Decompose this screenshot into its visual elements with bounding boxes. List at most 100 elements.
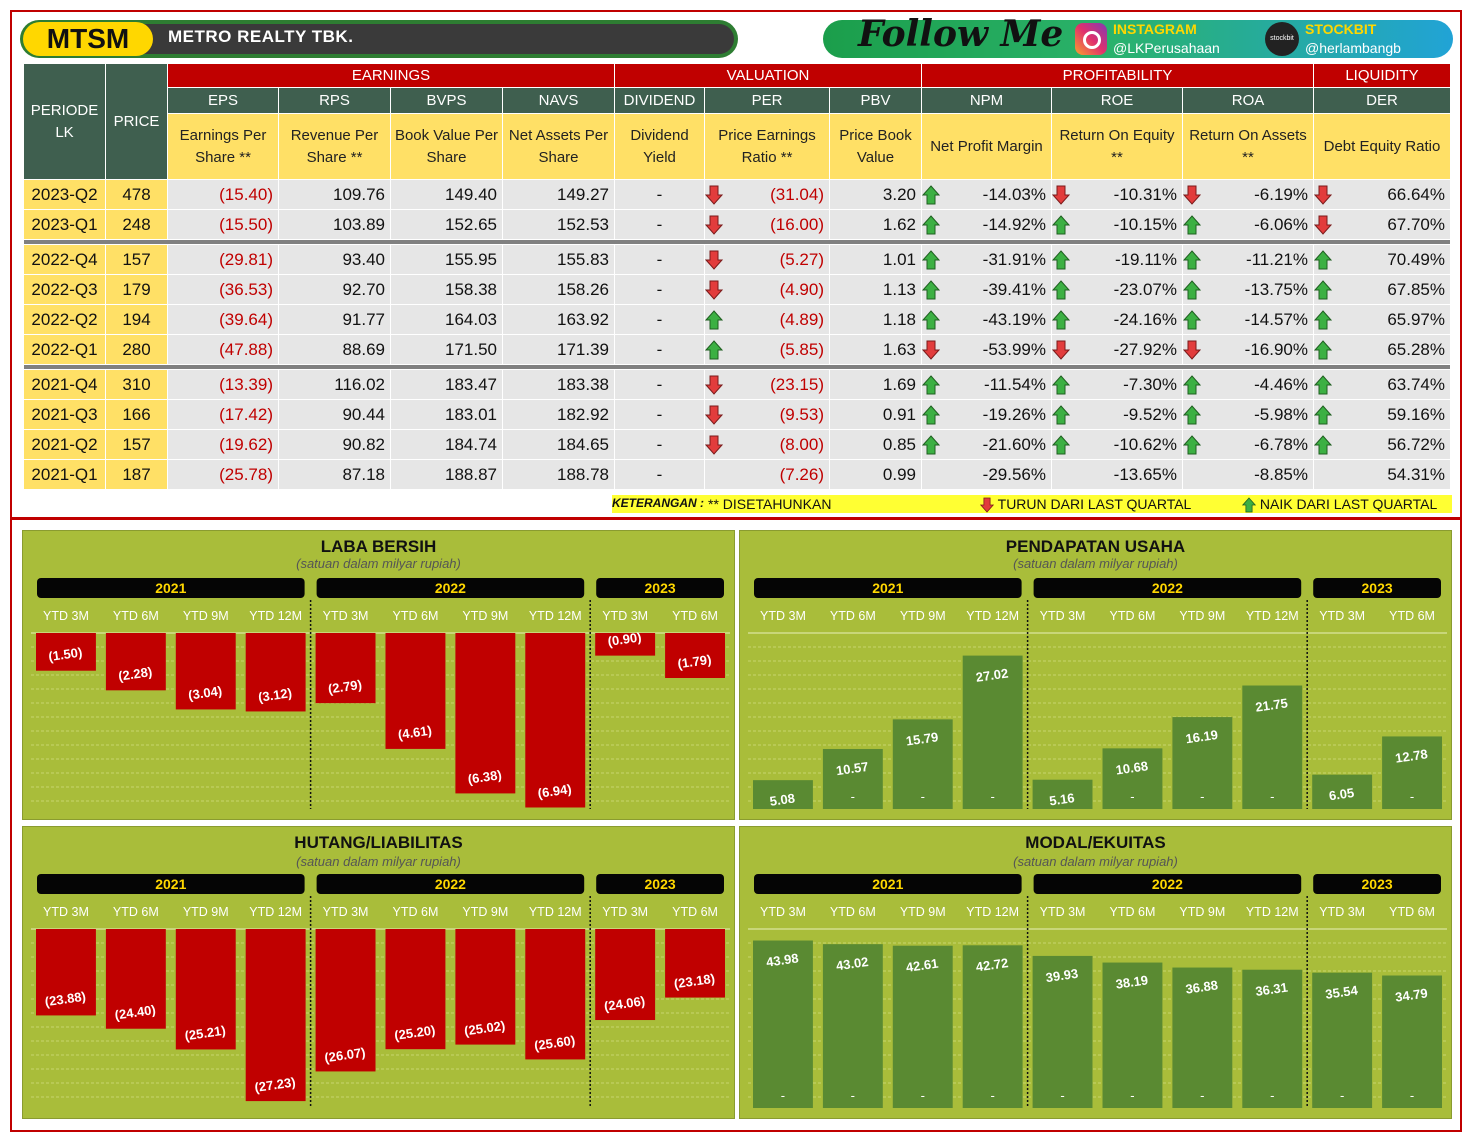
data-label: 5.08 (769, 791, 796, 809)
cell-value: -14.03% (982, 184, 1046, 204)
year-pill (37, 874, 305, 894)
stockbit-handle[interactable]: @herlambangb (1305, 40, 1401, 56)
instagram-icon[interactable] (1075, 23, 1107, 55)
cell-npm: -29.56% (921, 459, 1052, 490)
cell-rps: 91.77 (278, 304, 391, 335)
data-label: 16.19 (1185, 727, 1219, 746)
cell-per: (5.27) (704, 244, 830, 275)
bar (892, 719, 953, 809)
bar (105, 929, 166, 1029)
cell-rps: 93.40 (278, 244, 391, 275)
bottom-label: - (781, 1088, 785, 1103)
category-label: YTD 6M (1110, 905, 1156, 919)
cell-npm: -39.41% (921, 274, 1052, 305)
legend-up: NAIK DARI LAST QUARTAL (1242, 496, 1437, 513)
chart-svg: 2021 2022 2023 YTD 3M YTD 6M YTD 9M YTD 12M YTD… (748, 578, 1447, 809)
chart-modal-ekuitas: MODAL/EKUITAS (satuan dalam milyar rupia… (739, 826, 1452, 1119)
category-label: YTD 3M (1319, 905, 1365, 919)
bar (105, 633, 166, 691)
data-label: (1.79) (677, 652, 713, 672)
cell-price: 478 (105, 179, 168, 210)
cell-value: (7.26) (779, 464, 824, 484)
cell-navs: 149.27 (502, 179, 615, 210)
cell-pbv: 0.99 (829, 459, 922, 490)
bar (753, 780, 813, 809)
cell-price: 166 (105, 399, 168, 430)
column-description: Return On Equity ** (1051, 113, 1183, 180)
cell-roa: -8.85% (1182, 459, 1314, 490)
data-label: 10.68 (1115, 758, 1149, 777)
cell-period: 2022-Q1 (23, 334, 106, 365)
legend-down: TURUN DARI LAST QUARTAL (980, 496, 1191, 513)
cell-bvps: 158.38 (390, 274, 503, 305)
table-row: 2022-Q1 280 (47.88) 88.69 171.50 171.39- (5.85… (23, 334, 1451, 365)
cell-roa: -5.98% (1182, 399, 1314, 430)
arrow-up-icon (705, 309, 723, 329)
cell-pbv: 0.91 (829, 399, 922, 430)
arrow-down-icon (980, 497, 994, 513)
data-label: 39.93 (1045, 966, 1079, 985)
cell-navs: 184.65 (502, 429, 615, 460)
category-label: YTD 9M (900, 905, 946, 919)
data-label: 36.31 (1254, 980, 1288, 999)
group-valuation: VALUATION (614, 63, 922, 88)
category-label: YTD 6M (830, 905, 876, 919)
arrow-up-icon (1314, 374, 1332, 394)
category-label: YTD 12M (966, 609, 1019, 623)
cell-value: -11.54% (983, 374, 1046, 394)
data-label: (25.21) (184, 1023, 227, 1044)
cell-npm: -14.03% (921, 179, 1052, 210)
cell-roa: -11.21% (1182, 244, 1314, 275)
cell-navs: 158.26 (502, 274, 615, 305)
cell-eps: (19.62) (167, 429, 279, 460)
data-label: (26.07) (323, 1045, 366, 1066)
cell-value: 59.16% (1387, 404, 1445, 424)
cell-value: (4.90) (779, 279, 824, 299)
category-label: YTD 6M (1389, 609, 1435, 623)
legend-annualized: ** DISETAHUNKAN (708, 496, 832, 512)
bar (315, 929, 376, 1072)
cell-eps: (15.40) (167, 179, 279, 210)
company-banner (130, 24, 734, 54)
cell-rps: 92.70 (278, 274, 391, 305)
arrow-up-icon (1052, 434, 1070, 454)
data-label: (2.79) (327, 677, 363, 697)
table-row: 2022-Q3 179 (36.53) 92.70 158.38 158.26- (4.90… (23, 274, 1451, 305)
bottom-label: - (851, 1088, 855, 1103)
column-code: RPS (278, 87, 391, 114)
cell-bvps: 171.50 (390, 334, 503, 365)
data-label: (23.18) (673, 971, 716, 992)
cell-value: -23.07% (1113, 279, 1177, 299)
cell-roe: -10.62% (1051, 429, 1183, 460)
cell-der: 63.74% (1313, 369, 1451, 400)
cell-pbv: 0.85 (829, 429, 922, 460)
cell-eps: (15.50) (167, 209, 279, 240)
cell-rps: 88.69 (278, 334, 391, 365)
arrow-up-icon (1314, 434, 1332, 454)
data-label: 5.16 (1048, 790, 1075, 808)
year-pill (596, 578, 724, 598)
table-legend: KETERANGAN : ** DISETAHUNKAN TURUN DARI … (612, 495, 1452, 513)
arrow-down-icon (705, 435, 723, 455)
column-description: Net Assets Per Share (502, 113, 615, 180)
cell-value: -5.98% (1254, 404, 1308, 424)
column-description: Book Value Per Share (390, 113, 503, 180)
column-code: PBV (829, 87, 922, 114)
cell-roa: -13.75% (1182, 274, 1314, 305)
cell-bvps: 183.01 (390, 399, 503, 430)
bar (822, 748, 883, 809)
cell-roe: -9.52% (1051, 399, 1183, 430)
arrow-up-icon (922, 404, 940, 424)
table-row: 2023-Q1 248 (15.50) 103.89 152.65 152.53- (16.… (23, 209, 1451, 240)
bottom-label: - (921, 1088, 925, 1103)
year-label: 2022 (1152, 580, 1183, 596)
bottom-label: - (1410, 789, 1414, 804)
year-label: 2021 (872, 580, 903, 596)
bar (1102, 962, 1163, 1108)
category-label: YTD 3M (760, 905, 806, 919)
stockbit-icon[interactable]: stockbit (1265, 22, 1299, 56)
category-label: YTD 12M (1246, 905, 1299, 919)
bar (1312, 972, 1373, 1108)
social-banner (823, 20, 1453, 58)
instagram-handle[interactable]: @LKPerusahaan (1113, 40, 1220, 56)
